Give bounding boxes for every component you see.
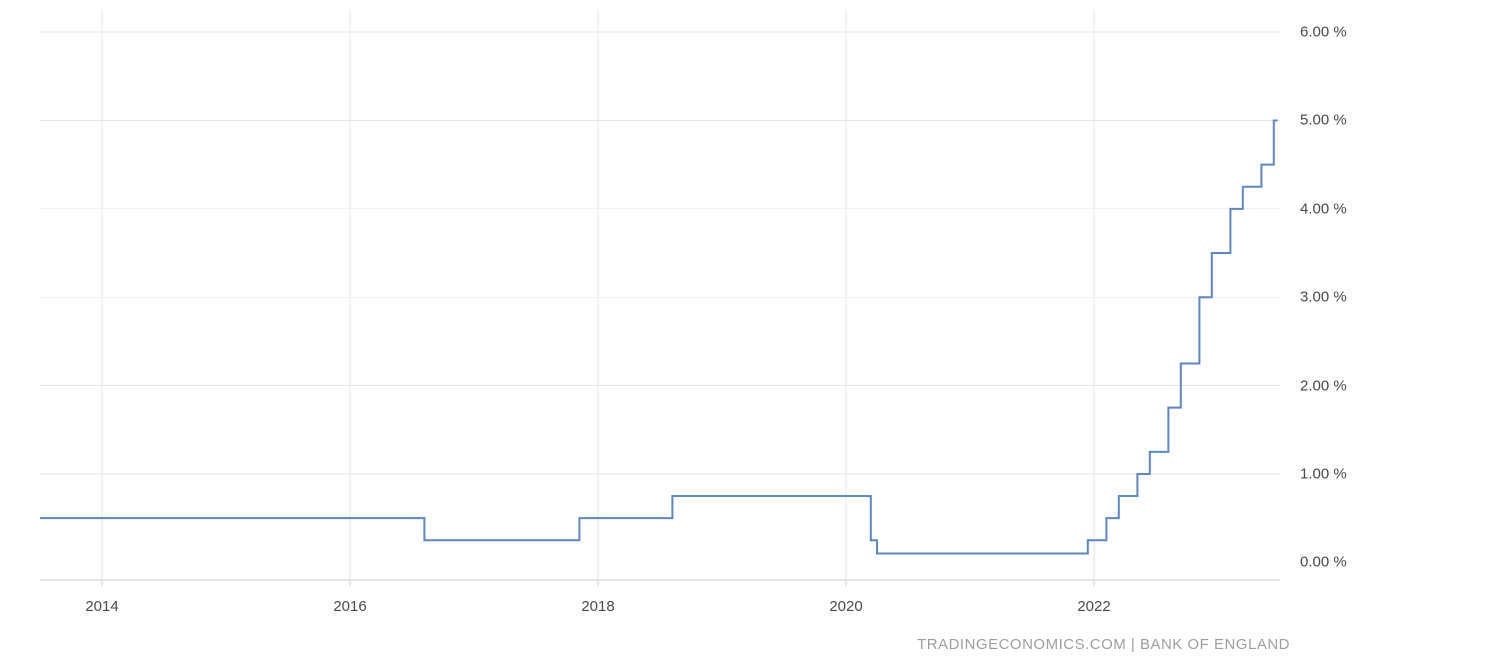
y-axis-tick-label: 6.00 % [1300, 24, 1347, 41]
x-axis-tick-label: 2018 [581, 598, 614, 615]
y-axis-tick-label: 5.00 % [1300, 112, 1347, 129]
y-axis-tick-label: 3.00 % [1300, 289, 1347, 306]
y-axis-tick-label: 2.00 % [1300, 377, 1347, 394]
x-axis-tick-label: 2016 [333, 598, 366, 615]
x-axis-tick-label: 2022 [1077, 598, 1110, 615]
chart-attribution: TRADINGECONOMICS.COM | BANK OF ENGLAND [917, 636, 1290, 653]
chart-svg [0, 0, 1496, 664]
x-axis-tick-label: 2014 [85, 598, 118, 615]
rate-chart: 0.00 % 1.00 % 2.00 % 3.00 % 4.00 % 5.00 % 6.00… [0, 0, 1496, 664]
x-axis-tick-label: 2020 [829, 598, 862, 615]
y-axis-tick-label: 4.00 % [1300, 200, 1347, 217]
y-axis-tick-label: 0.00 % [1300, 554, 1347, 571]
y-axis-tick-label: 1.00 % [1300, 465, 1347, 482]
